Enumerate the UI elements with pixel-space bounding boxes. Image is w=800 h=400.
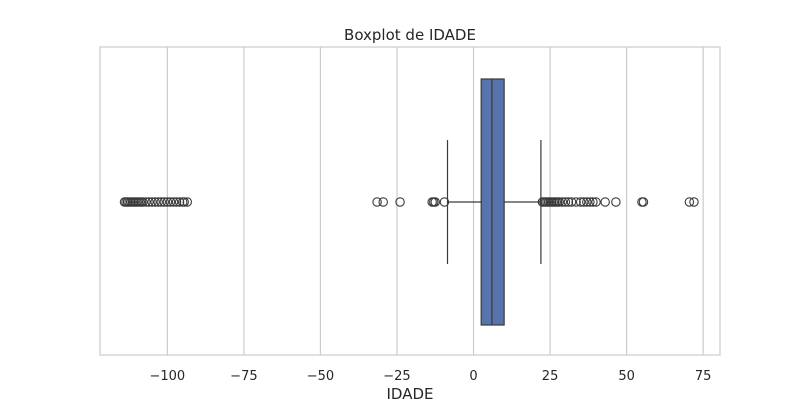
- outlier-point: [159, 197, 170, 207]
- outlier-point: [162, 197, 173, 207]
- outlier-point: [554, 197, 565, 207]
- chart-title: Boxplot de IDADE: [344, 26, 476, 44]
- outlier-point: [168, 197, 179, 207]
- outlier-point: [439, 197, 450, 207]
- outlier-point: [585, 197, 595, 207]
- outlier-point: [600, 197, 610, 207]
- outlier-point: [171, 197, 182, 207]
- outlier-point: [591, 197, 601, 207]
- outlier-point: [174, 197, 185, 207]
- outlier-point: [582, 197, 592, 207]
- outlier-point: [156, 197, 166, 207]
- x-tick-labels: −100 −75 −50 −25 0 25 50 75: [149, 369, 711, 384]
- outlier-point: [611, 197, 621, 207]
- outlier-point: [638, 197, 649, 207]
- x-tick-label: −100: [149, 369, 185, 384]
- outlier-point: [395, 197, 405, 207]
- x-tick-label: −25: [383, 369, 410, 384]
- x-tick-label: −50: [307, 369, 334, 384]
- outlier-point: [372, 197, 382, 207]
- outlier-points: [119, 197, 699, 207]
- plot-frame: [99, 46, 721, 356]
- outlier-point: [182, 197, 193, 207]
- outlier-point: [588, 197, 598, 207]
- x-axis-label: IDADE: [387, 385, 434, 400]
- outlier-point: [684, 197, 695, 207]
- outlier-point: [153, 197, 163, 207]
- outlier-point: [179, 197, 189, 207]
- outlier-point: [575, 197, 586, 207]
- outlier-point: [571, 197, 581, 207]
- grid-lines: [166, 47, 704, 355]
- x-tick-label: 75: [695, 369, 712, 384]
- outlier-point: [560, 197, 571, 207]
- outlier-point: [579, 197, 589, 207]
- x-tick-label: 25: [542, 369, 559, 384]
- outlier-point: [165, 197, 176, 207]
- iqr-box: [480, 78, 505, 326]
- outlier-point: [147, 197, 157, 207]
- outlier-point: [150, 197, 160, 207]
- outlier-point: [689, 197, 699, 207]
- x-tick-label: 50: [618, 369, 635, 384]
- outlier-point: [566, 197, 577, 207]
- outlier-point: [378, 197, 388, 207]
- outlier-point: [138, 197, 148, 207]
- x-tick-label: −75: [230, 369, 257, 384]
- outlier-point: [557, 197, 568, 207]
- box-group: [446, 78, 542, 326]
- outlier-point: [141, 197, 151, 207]
- outlier-point: [563, 197, 574, 207]
- x-tick-label: 0: [469, 369, 477, 384]
- outlier-point: [430, 197, 441, 207]
- outlier-point: [144, 197, 154, 207]
